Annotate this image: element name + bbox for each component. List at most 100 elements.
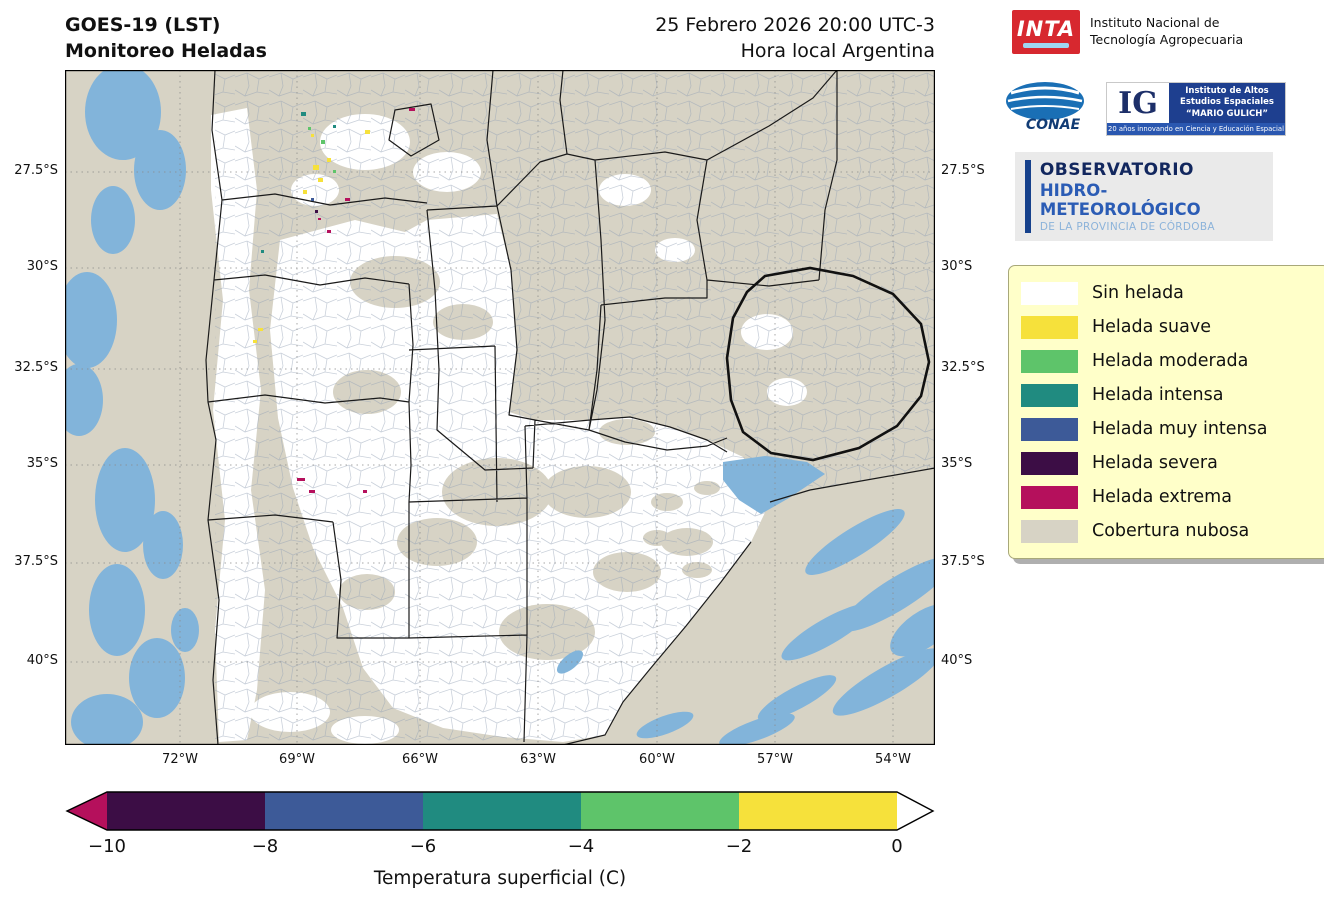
coastline [562,467,936,746]
legend-item: Helada severa [1021,446,1317,480]
legend-swatch [1021,281,1078,305]
lat-tick-right-4: 37.5°S [941,554,985,569]
legend-label: Helada muy intensa [1092,419,1268,439]
colorbar-segment [107,792,265,830]
conae-logo-text: CONAE [1026,117,1081,133]
lat-tick-right-5: 40°S [941,653,973,668]
province-borders [205,69,838,746]
colorbar-segment [265,792,423,830]
legend-label: Helada moderada [1092,351,1249,371]
map-area [55,64,956,750]
datetime-text: 25 Febrero 2026 20:00 UTC-3 [655,14,935,36]
lat-tick-right-2: 32.5°S [941,360,985,375]
lon-tick-4: 60°W [639,752,675,767]
lat-tick-left-4: 37.5°S [14,554,58,569]
lat-tick-right-0: 27.5°S [941,163,985,178]
colorbar-tick-3: −4 [567,836,595,857]
colorbar-segment [581,792,739,830]
lon-tick-2: 66°W [402,752,438,767]
legend-item: Helada muy intensa [1021,412,1317,446]
observatorio-line2: HIDRO-METEOROLÓGICO [1039,181,1201,219]
colorbar-segment [739,792,897,830]
legend-item: Helada intensa [1021,378,1317,412]
legend-item: Sin helada [1021,276,1317,310]
colorbar-caption: Temperatura superficial (C) [373,868,627,889]
lat-tick-left-1: 30°S [26,259,58,274]
lat-tick-left-0: 27.5°S [14,163,58,178]
frost-pixels [253,108,415,493]
gulich-name-line3: “MARIO GULICH” [1186,108,1268,119]
legend-swatch [1021,485,1078,509]
colorbar-tick-1: −8 [251,836,279,857]
inta-logo-block: INTA Instituto Nacional de Tecnología Ag… [1012,10,1243,54]
title-line-1: GOES-19 (LST) [65,14,221,36]
rio-de-la-plata [723,456,825,514]
colorbar-tick-2: −6 [409,836,437,857]
gridlines [65,70,935,745]
lat-tick-left-3: 35°S [26,456,58,471]
legend-swatch [1021,417,1078,441]
colorbar-svg [65,791,935,831]
observatorio-line3: DE LA PROVINCIA DE CÓRDOBA [1039,221,1215,233]
lon-tick-6: 54°W [875,752,911,767]
frost-map [55,64,956,750]
inta-wave-icon [1023,42,1069,48]
lat-tick-left-2: 32.5°S [14,360,58,375]
legend-swatch [1021,349,1078,373]
colorbar-tick-0: −10 [88,836,126,857]
legend-label: Cobertura nubosa [1092,521,1250,541]
gulich-ig-text: IG [1118,85,1158,121]
gulich-name-line1: Instituto de Altos [1185,86,1269,97]
observatorio-line1: OBSERVATORIO [1039,160,1194,180]
map-frame [65,70,935,745]
frost-legend: Sin helada Helada suave Helada moderada … [1008,265,1324,559]
legend-label: Helada suave [1092,317,1211,337]
datetime-block: 25 Febrero 2026 20:00 UTC-3 Hora local A… [430,12,935,64]
lon-tick-3: 63°W [520,752,556,767]
lon-tick-0: 72°W [162,752,198,767]
gulich-banner: 20 años innovando en Ciencia y Educación… [1107,123,1285,135]
legend-item: Cobertura nubosa [1021,514,1317,548]
page-title: GOES-19 (LST) Monitoreo Heladas [65,12,267,64]
title-line-2: Monitoreo Heladas [65,40,267,62]
west-water-clouds [55,64,199,750]
gulich-name: Instituto de Altos Estudios Espaciales “… [1169,83,1285,123]
lat-tick-left-5: 40°S [26,653,58,668]
colorbar: −10 −8 −6 −4 −2 0 Temperatura superficia… [65,789,935,899]
conae-logo: CONAE [1003,80,1095,138]
inta-name-line1: Instituto Nacional de [1090,15,1220,31]
legend-item: Helada moderada [1021,344,1317,378]
legend-label: Helada severa [1092,453,1218,473]
inta-logo: INTA [1012,10,1080,54]
lat-tick-right-3: 35°S [941,456,973,471]
observatorio-bar-icon [1025,160,1031,233]
observatorio-text: OBSERVATORIO HIDRO-METEOROLÓGICO DE LA P… [1040,160,1263,233]
lon-tick-1: 69°W [279,752,315,767]
gulich-name-line2: Estudios Espaciales [1180,97,1274,108]
uruguay-border [725,266,931,462]
colorbar-segment [423,792,581,830]
legend-swatch [1021,519,1078,543]
legend-swatch [1021,315,1078,339]
inta-name: Instituto Nacional de Tecnología Agropec… [1090,15,1243,49]
observatorio-logo: OBSERVATORIO HIDRO-METEOROLÓGICO DE LA P… [1015,152,1273,241]
timezone-text: Hora local Argentina [740,40,935,62]
lat-tick-right-1: 30°S [941,259,973,274]
colorbar-over-arrow [897,792,933,830]
colorbar-outline [65,791,935,831]
colorbar-tick-5: 0 [891,836,903,857]
legend-label: Helada intensa [1092,385,1224,405]
legend-item: Helada extrema [1021,480,1317,514]
colorbar-tick-4: −2 [725,836,753,857]
conae-globe-icon: CONAE [1006,82,1084,133]
colorbar-under-arrow [67,792,107,830]
gulich-logo-top: IG Instituto de Altos Estudios Espaciale… [1107,83,1285,123]
inta-logo-text: INTA [1016,16,1076,41]
gulich-logo: IG Instituto de Altos Estudios Espaciale… [1106,82,1286,136]
legend-label: Sin helada [1092,283,1184,303]
legend-item: Helada suave [1021,310,1317,344]
lon-tick-5: 57°W [757,752,793,767]
legend-swatch [1021,383,1078,407]
inta-name-line2: Tecnología Agropecuaria [1090,32,1244,47]
